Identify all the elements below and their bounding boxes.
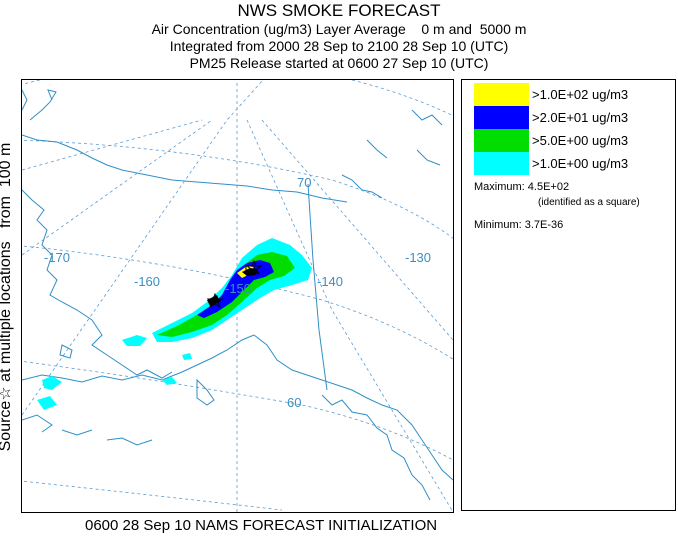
bering-island — [59, 344, 73, 359]
maximum-square — [245, 265, 255, 275]
northern-islands — [341, 109, 443, 199]
integration-period: Integrated from 2000 28 Sep to 2100 28 S… — [169, 38, 509, 54]
smoke-plume — [37, 238, 312, 410]
meridian-line-far-west — [22, 119, 203, 171]
release-start: PM25 Release started at 0600 27 Sep 10 (… — [189, 55, 489, 71]
source-side-label: Source☆ at multiple locations from 100 m — [0, 79, 18, 515]
source-star-2 — [206, 292, 224, 309]
minimum-readout: Minimum: 3.7E-36 — [474, 219, 563, 231]
latitude-line-55 — [22, 480, 283, 511]
maximum-value: 4.5E+02 — [527, 181, 570, 193]
legend-label-5: >5.0E+00 ug/m3 — [532, 133, 629, 148]
legend-panel: >1.0E+02 ug/m3 >2.0E+01 ug/m3 >5.0E+00 u… — [461, 79, 676, 511]
maximum-label: Maximum: — [474, 181, 525, 193]
legend-swatch-green — [474, 129, 529, 152]
kodiak-island — [196, 378, 215, 406]
forecast-title: NWS SMOKE FORECAST — [237, 1, 441, 20]
legend-swatch-yellow — [474, 83, 529, 106]
meridian-line-130 — [261, 119, 453, 341]
lon-label-160: -160 — [134, 274, 160, 289]
southeast-coast — [321, 394, 431, 501]
legend-swatch-blue — [474, 106, 529, 129]
source-side-text: Source☆ at multiple locations from 100 m — [0, 143, 14, 452]
plume-cyan-fragment-5 — [182, 353, 192, 360]
legend-label-20: >2.0E+01 ug/m3 — [532, 110, 629, 125]
latitude-line-70 — [22, 139, 453, 239]
smoke-map: -170 -160 -150 -140 -130 70 60 — [21, 79, 454, 513]
lon-label-140: -140 — [317, 274, 343, 289]
meridian-line-160 — [22, 80, 264, 416]
coastlines — [22, 89, 453, 501]
legend-label-100: >1.0E+02 ug/m3 — [532, 87, 629, 102]
plume-cyan-fragment-3 — [37, 396, 57, 410]
plume-cyan-fragment-2 — [42, 376, 62, 390]
legend-swatch-cyan — [474, 152, 529, 175]
plume-cyan-fragment-1 — [122, 335, 147, 346]
maximum-note: (identified as a square) — [538, 197, 640, 208]
concentration-description: Air Concentration (ug/m3) Layer Average … — [151, 21, 527, 37]
arctic-coast — [22, 89, 348, 203]
maximum-readout: Maximum: 4.5E+02 — [474, 181, 569, 193]
us-canada-border — [307, 183, 328, 391]
latitude-line-75 — [22, 80, 453, 117]
latitude-line-65 — [22, 245, 453, 360]
latitude-line-60 — [22, 360, 453, 461]
plume-cyan-fragment-4 — [162, 377, 177, 385]
alaska-west-coast — [22, 189, 173, 379]
lat-label-70: 70 — [297, 175, 311, 190]
lon-label-130: -130 — [405, 250, 431, 265]
lat-label-60: 60 — [287, 395, 301, 410]
alaska-peninsula — [22, 334, 255, 383]
aleutian-chain — [22, 414, 153, 446]
southcentral-coast — [253, 334, 453, 481]
meridian-line-170 — [22, 119, 213, 256]
minimum-label: Minimum: — [474, 219, 522, 231]
lon-label-150: -150 — [225, 281, 251, 296]
grid-labels: -170 -160 -150 -140 -130 70 60 — [44, 175, 431, 410]
legend-label-1: >1.0E+00 ug/m3 — [532, 156, 629, 171]
siberia-coast — [22, 89, 28, 111]
graticule — [22, 80, 453, 512]
minimum-value: 3.7E-36 — [524, 219, 564, 231]
lon-label-170: -170 — [44, 250, 70, 265]
forecast-initialization: 0600 28 Sep 10 NAMS FORECAST INITIALIZAT… — [85, 517, 438, 534]
